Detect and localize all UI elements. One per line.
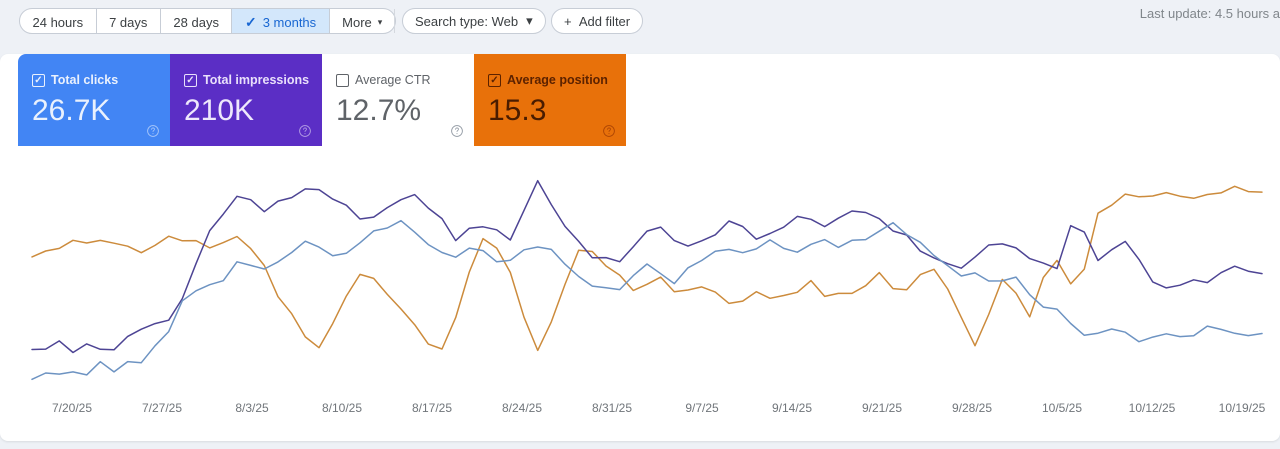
svg-text:9/28/25: 9/28/25 xyxy=(952,401,992,415)
svg-text:10/12/25: 10/12/25 xyxy=(1129,401,1176,415)
svg-text:7/27/25: 7/27/25 xyxy=(142,401,182,415)
svg-text:8/10/25: 8/10/25 xyxy=(322,401,362,415)
svg-text:9/21/25: 9/21/25 xyxy=(862,401,902,415)
svg-text:9/7/25: 9/7/25 xyxy=(685,401,719,415)
svg-text:8/24/25: 8/24/25 xyxy=(502,401,542,415)
svg-text:8/3/25: 8/3/25 xyxy=(235,401,269,415)
svg-text:10/5/25: 10/5/25 xyxy=(1042,401,1082,415)
svg-text:7/20/25: 7/20/25 xyxy=(52,401,92,415)
svg-text:8/31/25: 8/31/25 xyxy=(592,401,632,415)
svg-text:10/19/25: 10/19/25 xyxy=(1219,401,1266,415)
svg-text:9/14/25: 9/14/25 xyxy=(772,401,812,415)
svg-text:8/17/25: 8/17/25 xyxy=(412,401,452,415)
